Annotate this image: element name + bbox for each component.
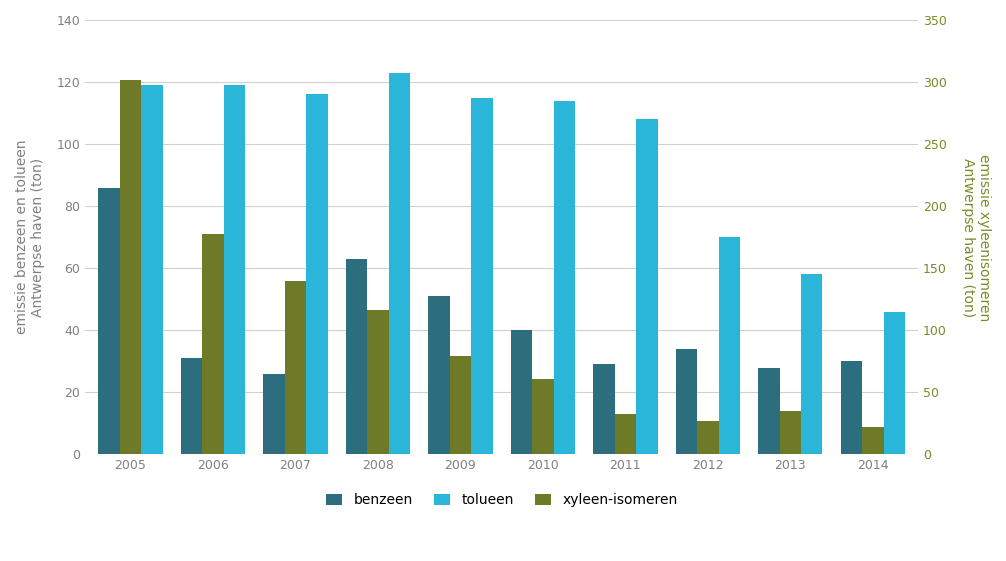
Y-axis label: emissie benzeen en tolueen
Antwerpse haven (ton): emissie benzeen en tolueen Antwerpse hav…: [15, 140, 45, 334]
Bar: [841, 361, 862, 454]
Bar: [801, 274, 823, 454]
Bar: [553, 100, 575, 454]
Bar: [388, 73, 410, 454]
Bar: [264, 374, 285, 454]
Bar: [450, 356, 471, 454]
Bar: [346, 259, 367, 454]
Bar: [306, 94, 328, 454]
Bar: [697, 421, 718, 454]
Bar: [471, 98, 493, 454]
Bar: [285, 280, 306, 454]
Bar: [676, 349, 697, 454]
Bar: [429, 296, 450, 454]
Bar: [759, 367, 780, 454]
Bar: [141, 85, 163, 454]
Y-axis label: emissie xyleenisomeren
Antwerpse haven (ton): emissie xyleenisomeren Antwerpse haven (…: [961, 154, 991, 321]
Bar: [99, 187, 120, 454]
Bar: [202, 233, 223, 454]
Bar: [780, 411, 801, 454]
Bar: [532, 379, 553, 454]
Bar: [636, 119, 658, 454]
Bar: [367, 310, 388, 454]
Bar: [120, 80, 141, 454]
Bar: [615, 413, 636, 454]
Bar: [862, 427, 883, 454]
Bar: [594, 365, 615, 454]
Bar: [883, 312, 905, 454]
Bar: [181, 358, 202, 454]
Bar: [223, 85, 245, 454]
Bar: [511, 330, 532, 454]
Legend: benzeen, tolueen, xyleen-isomeren: benzeen, tolueen, xyleen-isomeren: [320, 488, 683, 513]
Bar: [718, 237, 740, 454]
